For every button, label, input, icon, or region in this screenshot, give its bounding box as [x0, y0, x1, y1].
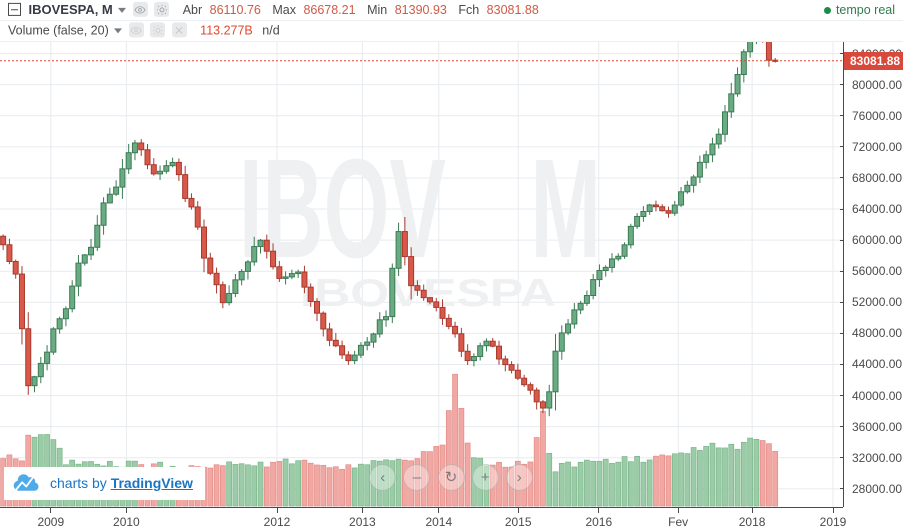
svg-text:IBOV M: IBOV M	[239, 129, 601, 287]
svg-text:IBOVESPA: IBOVESPA	[300, 272, 556, 315]
